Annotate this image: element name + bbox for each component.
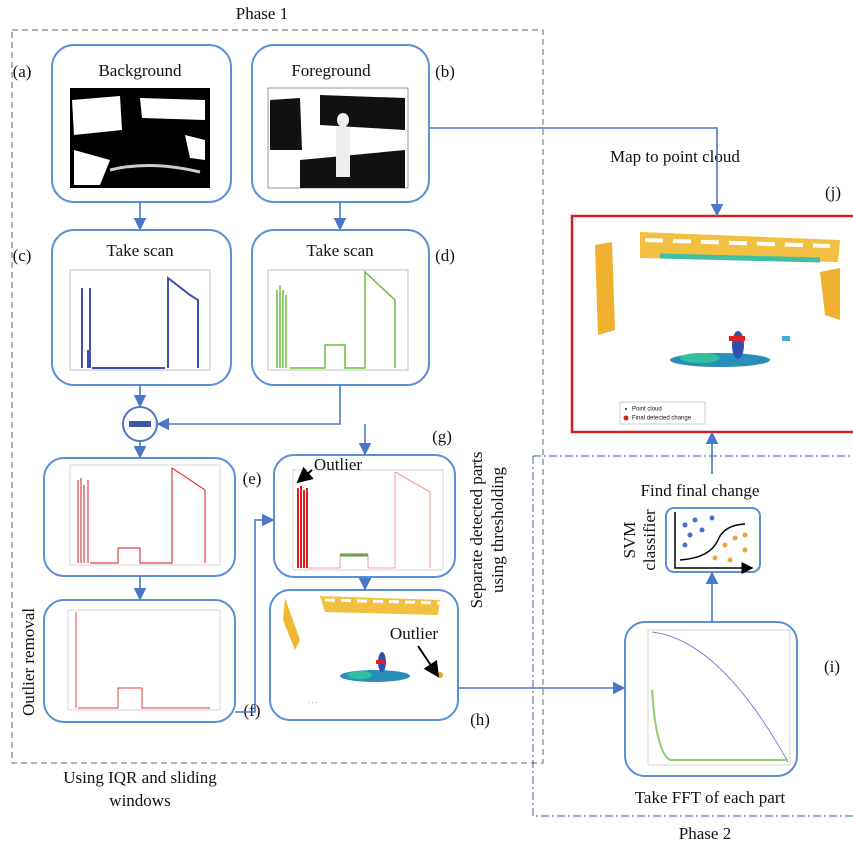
panel-title: Take scan bbox=[306, 241, 374, 260]
image bbox=[70, 88, 210, 188]
legend-text: · · · bbox=[308, 701, 317, 707]
plot bbox=[68, 610, 220, 710]
side-label: Outlier removal bbox=[19, 608, 38, 716]
panel-label: (i) bbox=[824, 657, 840, 676]
panel-title: Take scan bbox=[106, 241, 174, 260]
image bbox=[268, 88, 408, 188]
annotation: Outlier bbox=[390, 624, 438, 643]
phase-label: Phase 2 bbox=[679, 824, 731, 843]
diagram: Phase 1 Phase 2 (a) Background (b) Foreg… bbox=[0, 0, 853, 848]
plot bbox=[268, 270, 408, 370]
panel-title: Foreground bbox=[291, 61, 371, 80]
legend-text: Point cloud bbox=[632, 407, 662, 413]
plot bbox=[648, 630, 790, 765]
caption: windows bbox=[109, 791, 170, 810]
plot bbox=[70, 270, 210, 370]
annotation: Outlier bbox=[314, 455, 362, 474]
plot bbox=[293, 470, 443, 570]
minus-icon bbox=[129, 421, 151, 427]
legend-text: Final detected change bbox=[632, 416, 692, 422]
plot bbox=[70, 465, 220, 565]
caption: Using IQR and sliding bbox=[63, 768, 217, 787]
panel-label: (e) bbox=[243, 469, 262, 488]
side-label: using thresholding bbox=[488, 466, 507, 593]
phase-label: Phase 1 bbox=[236, 4, 288, 23]
panel-label: (a) bbox=[13, 62, 32, 81]
panel-label: (h) bbox=[470, 710, 490, 729]
panel-label: (d) bbox=[435, 246, 455, 265]
panel-label: (c) bbox=[13, 246, 32, 265]
caption: Take FFT of each part bbox=[635, 788, 786, 807]
title: Find final change bbox=[641, 481, 760, 500]
edge-label: Map to point cloud bbox=[610, 147, 740, 166]
side-label: Separate detected parts bbox=[467, 452, 486, 609]
side-label: classifier bbox=[640, 509, 659, 571]
side-label: SVM bbox=[620, 522, 639, 559]
panel-label: (j) bbox=[825, 183, 841, 202]
panel-label: (b) bbox=[435, 62, 455, 81]
panel-title: Background bbox=[98, 61, 182, 80]
panel-label: (g) bbox=[432, 427, 452, 446]
panel-label: (f) bbox=[244, 701, 261, 720]
